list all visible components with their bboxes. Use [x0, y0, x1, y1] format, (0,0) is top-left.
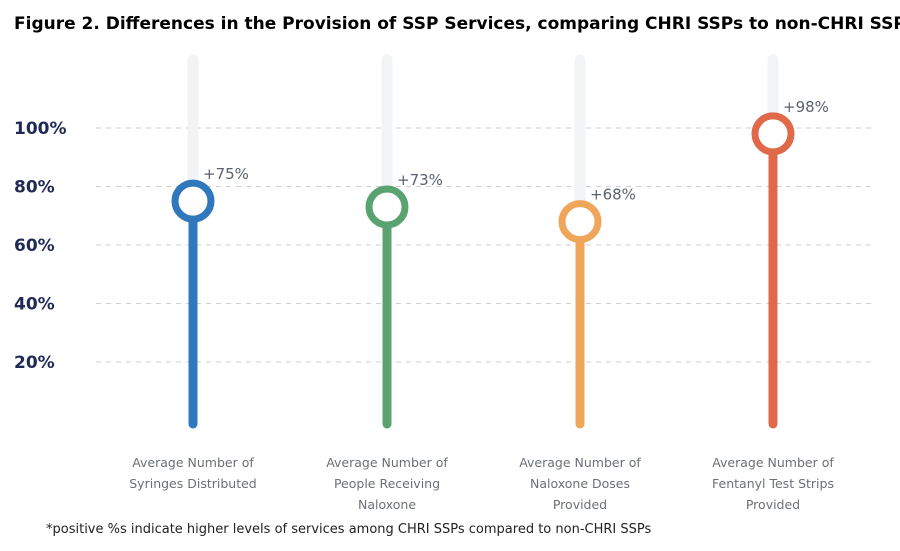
category-label-0-line-0: Average Number of [132, 455, 254, 470]
y-tick-label-60: 60% [14, 236, 55, 256]
category-label-3-line-0: Average Number of [712, 455, 834, 470]
category-label-2-line-0: Average Number of [519, 455, 641, 470]
marker-2 [558, 200, 602, 244]
y-tick-label-100: 100% [14, 119, 67, 139]
category-label-0-line-1: Syringes Distributed [129, 476, 256, 491]
category-label-3-line-1: Fentanyl Test Strips [712, 476, 834, 491]
category-label-3-line-2: Provided [746, 497, 800, 512]
category-label-1-line-2: Naloxone [358, 497, 416, 512]
category-label-2-line-1: Naloxone Doses [530, 476, 630, 491]
value-label-0: +75% [203, 165, 249, 183]
value-label-1: +73% [397, 171, 443, 189]
chart-title: Figure 2. Differences in the Provision o… [14, 14, 900, 34]
category-label-1-line-0: Average Number of [326, 455, 448, 470]
category-label-1-line-1: People Receiving [334, 476, 440, 491]
marker-0 [171, 179, 215, 223]
value-label-3: +98% [783, 98, 829, 116]
value-label-2: +68% [590, 186, 636, 204]
category-label-2-line-2: Provided [553, 497, 607, 512]
marker-1 [365, 185, 409, 229]
y-tick-label-80: 80% [14, 178, 55, 198]
marker-3 [751, 112, 795, 156]
footnote: *positive %s indicate higher levels of s… [46, 522, 652, 537]
y-tick-label-40: 40% [14, 295, 55, 315]
y-tick-label-20: 20% [14, 353, 55, 373]
